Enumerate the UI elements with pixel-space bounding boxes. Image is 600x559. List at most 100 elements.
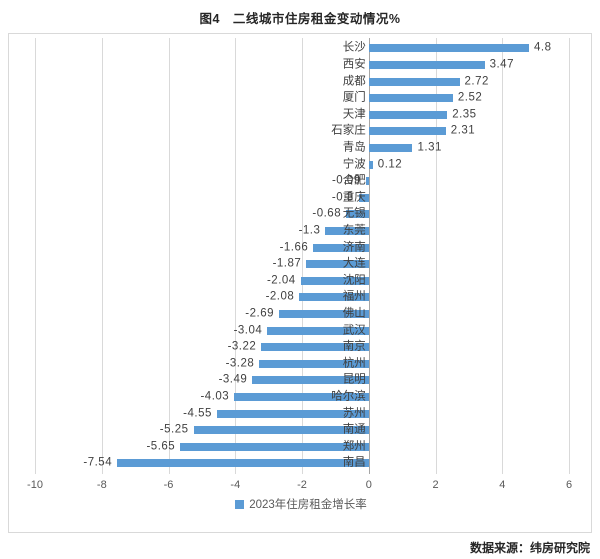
category-label: 济南: [342, 240, 366, 253]
category-label: 南通: [342, 423, 366, 436]
category-label: 南昌: [342, 456, 366, 469]
value-label: -3.28: [225, 356, 255, 369]
value-label: -2.08: [265, 290, 295, 303]
category-label: 昆明: [342, 373, 366, 386]
gridline: [502, 38, 504, 474]
value-label: -4.03: [200, 390, 230, 403]
value-label: 1.31: [417, 141, 442, 154]
gridline: [435, 38, 437, 474]
bar: [180, 442, 369, 451]
x-tick-label: -10: [27, 479, 43, 491]
legend: 2023年住房租金增长率: [9, 496, 593, 512]
bar: [313, 243, 369, 252]
category-label: 青岛: [342, 141, 366, 154]
category-label: 杭州: [342, 356, 366, 369]
bar: [368, 44, 529, 53]
x-tick-label: 4: [499, 479, 506, 491]
category-label: 西安: [342, 58, 366, 71]
value-label: -1.3: [298, 224, 321, 237]
category-label: 重庆: [342, 190, 366, 203]
bar: [365, 177, 369, 186]
legend-marker-icon: [235, 499, 245, 509]
x-tick-label: 2: [432, 479, 439, 491]
category-label: 成都: [342, 74, 366, 87]
chart-area: -10 -8 -6 -4 -2 0 2 4 6 长沙 4.8 西安 3.47 成都 2.72 厦门 2.52 天津…: [8, 33, 592, 533]
bar: [368, 77, 460, 86]
data-source: 数据来源：纬房研究院: [469, 541, 590, 555]
category-label: 哈尔滨: [331, 390, 366, 403]
bar: [299, 293, 369, 302]
gridline: [35, 38, 36, 474]
gridline: [235, 38, 237, 474]
bar: [368, 110, 448, 119]
category-label: 佛山: [342, 307, 366, 320]
x-tick-label: -2: [297, 479, 307, 491]
category-label: 天津: [342, 107, 366, 120]
bar: [325, 226, 369, 235]
x-tick-label: -8: [96, 479, 107, 491]
gridline: [101, 38, 103, 474]
value-label: -5.25: [159, 423, 189, 436]
value-label: -2.04: [266, 273, 296, 286]
value-label: 2.35: [452, 107, 477, 120]
bar: [252, 376, 369, 385]
bar: [234, 392, 369, 401]
category-label: 武汉: [342, 323, 366, 336]
bar: [279, 309, 369, 318]
plot-area: -10 -8 -6 -4 -2 0 2 4 6 长沙 4.8 西安 3.47 成都 2.72 厦门 2.52 天津…: [9, 34, 593, 534]
bar: [368, 94, 453, 103]
category-label: 福州: [342, 290, 366, 303]
category-label: 苏州: [342, 406, 366, 419]
category-label: 宁波: [342, 157, 366, 170]
bar: [368, 127, 446, 136]
bar: [306, 260, 369, 269]
value-label: -1.87: [272, 257, 302, 270]
bar: [300, 276, 369, 285]
bar: [259, 359, 369, 368]
gridline: [168, 38, 170, 474]
category-label: 合肥: [342, 174, 366, 187]
value-label: 0.12: [377, 157, 403, 170]
chart-title: 图4 二线城市住房租金变动情况%: [199, 12, 401, 26]
bar: [117, 459, 369, 468]
bar: [346, 210, 369, 219]
category-label: 长沙: [342, 41, 366, 54]
x-tick-label: 0: [365, 479, 372, 491]
value-label: 4.8: [534, 41, 552, 54]
legend-label: 2023年住房租金增长率: [249, 499, 367, 511]
x-tick-label: -6: [163, 479, 174, 491]
x-tick-label: 6: [565, 479, 573, 491]
value-label: 2.52: [457, 91, 483, 104]
category-label: 南京: [342, 340, 366, 353]
x-tick-label: -4: [230, 479, 241, 491]
value-label: -7.54: [83, 456, 113, 469]
bar: [216, 409, 369, 418]
bar: [193, 426, 369, 435]
value-label: -4.55: [183, 406, 212, 419]
value-label: -3.49: [218, 373, 248, 386]
category-label: 无锡: [342, 207, 366, 220]
value-label: -3.22: [227, 340, 257, 353]
value-label: -1.66: [279, 240, 309, 253]
bar: [358, 193, 369, 202]
bar: [368, 60, 485, 69]
axis-zero-line: [368, 38, 370, 474]
value-label: -5.65: [146, 439, 176, 452]
value-label: 2.72: [464, 74, 489, 87]
value-label: -0.09: [331, 174, 361, 187]
bar: [261, 343, 369, 352]
category-label: 大连: [342, 257, 366, 270]
gridline: [302, 38, 303, 474]
category-label: 厦门: [342, 91, 366, 104]
category-label: 东莞: [342, 224, 366, 237]
bar: [368, 160, 373, 169]
bar: [368, 143, 413, 152]
value-label: 3.47: [489, 58, 514, 71]
value-label: -2.69: [245, 307, 274, 320]
category-label: 沈阳: [342, 273, 366, 286]
value-label: -0.3: [331, 190, 354, 203]
value-label: -0.68: [312, 207, 342, 220]
category-label: 石家庄: [331, 124, 366, 137]
value-label: -3.04: [233, 323, 263, 336]
